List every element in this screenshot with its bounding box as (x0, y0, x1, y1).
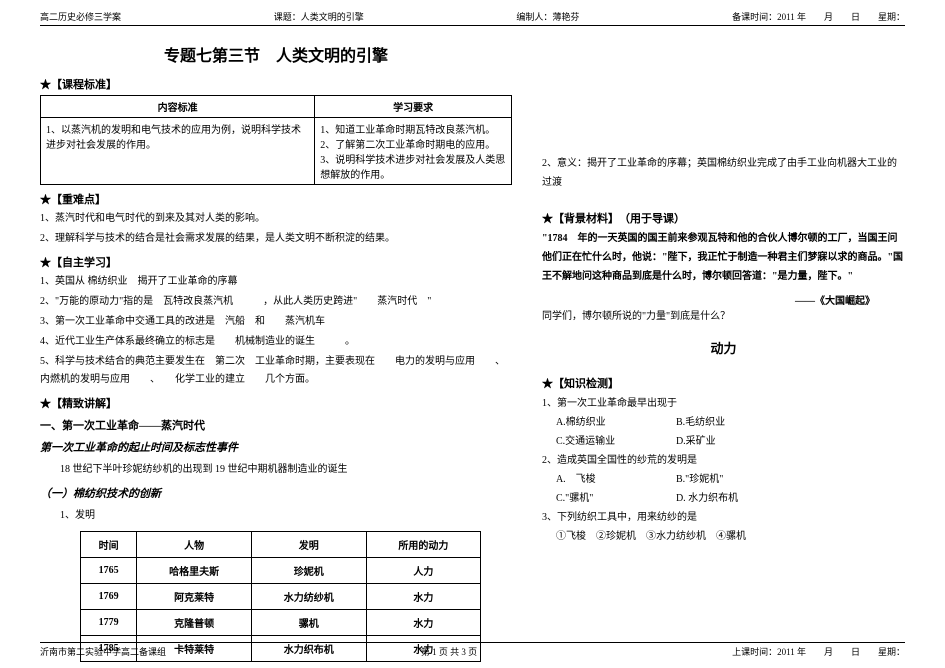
page-footer: 沂南市第二实验中学高二备课组 第 1 页 共 3 页 上课时间：2011 年 月… (40, 642, 905, 658)
content-columns: 专题七第三节 人类文明的引擎 ★【课程标准】 内容标准 学习要求 1、以蒸汽机的… (40, 34, 905, 624)
quiz-opt: B.毛纺织业 (676, 413, 796, 432)
selfstudy-4: 4、近代工业生产体系最终确立的标志是 机械制造业的诞生 。 (40, 333, 512, 351)
explain-line1: 18 世纪下半叶珍妮纺纱机的出现到 19 世纪中期机器制造业的诞生 (60, 461, 512, 479)
standards-cell-left: 1、以蒸汽机的发明和电气技术的应用为例，说明科学技术进步对社会发展的作用。 (41, 118, 315, 185)
explain-h1: 一、第一次工业革命——蒸汽时代 (40, 417, 512, 433)
cell: 珍妮机 (251, 558, 366, 584)
background-answer: 动力 (542, 338, 905, 357)
table-row: 1765 哈格里夫斯 珍妮机 人力 (81, 558, 481, 584)
header-mid1: 课题：人类文明的引擎 (274, 10, 364, 23)
explain-sub2: （一）棉纺织技术的创新 (40, 485, 512, 501)
cell: 人力 (366, 558, 481, 584)
cell: 水力 (366, 584, 481, 610)
page-header: 高二历史必修三学案 课题：人类文明的引擎 编制人：薄艳芬 备课时间：2011 年… (40, 10, 905, 26)
standards-head-right: 学习要求 (315, 96, 512, 118)
footer-left: 沂南市第二实验中学高二备课组 (40, 645, 166, 658)
selfstudy-3: 3、第一次工业革命中交通工具的改进是 汽船 和 蒸汽机车 (40, 313, 512, 331)
label-keypoints: ★【重难点】 (40, 191, 512, 207)
quiz-opt: C.交通运输业 (556, 432, 676, 451)
header-right: 备课时间：2011 年 月 日 星期： (732, 10, 905, 23)
standards-right-1: 1、知道工业革命时期瓦特改良蒸汽机。 (320, 121, 506, 136)
keypoint-1: 1、蒸汽时代和电气时代的到来及其对人类的影响。 (40, 210, 512, 228)
quiz-q1-options: A.棉纺织业 B.毛纺织业 C.交通运输业 D.采矿业 (556, 413, 905, 451)
standards-right-2: 2、了解第二次工业革命时期电的应用。 (320, 136, 506, 151)
quiz-q3: 3、下列纺织工具中，用来纺纱的是 (542, 508, 905, 527)
cell: 骡机 (251, 610, 366, 636)
cell: 阿克莱特 (137, 584, 252, 610)
header-left: 高二历史必修三学案 (40, 10, 121, 23)
footer-right: 上课时间：2011 年 月 日 星期： (732, 645, 905, 658)
table-row: 1769 阿克莱特 水力纺纱机 水力 (81, 584, 481, 610)
quiz-opt: C."骡机" (556, 489, 676, 508)
background-text: "1784 年的一天英国的国王前来参观瓦特和他的合伙人博尔顿的工厂，当国王问他们… (542, 229, 905, 286)
invent-h2: 发明 (251, 532, 366, 558)
quiz-opt: D. 水力织布机 (676, 489, 796, 508)
cell: 克隆普顿 (137, 610, 252, 636)
invent-h3: 所用的动力 (366, 532, 481, 558)
standards-right-3: 3、说明科学技术进步对社会发展及人类思想解放的作用。 (320, 151, 506, 181)
quiz-opt: A.棉纺织业 (556, 413, 676, 432)
selfstudy-5: 5、科学与技术结合的典范主要发生在 第二次 工业革命时期，主要表现在 电力的发明… (40, 353, 512, 389)
standards-head-left: 内容标准 (41, 96, 315, 118)
keypoint-2: 2、理解科学与技术的结合是社会需求发展的结果，是人类文明不断积淀的结果。 (40, 230, 512, 248)
quiz-opt: D.采矿业 (676, 432, 796, 451)
background-question: 同学们，博尔顿所说的"力量"到底是什么？ (542, 307, 905, 326)
cell: 1779 (81, 610, 137, 636)
standards-cell-right: 1、知道工业革命时期瓦特改良蒸汽机。 2、了解第二次工业革命时期电的应用。 3、… (315, 118, 512, 185)
quiz-opt: B."珍妮机" (676, 470, 796, 489)
invent-h1: 人物 (137, 532, 252, 558)
explain-sub1: 第一次工业革命的起止时间及标志性事件 (40, 439, 512, 455)
cell: 1765 (81, 558, 137, 584)
standards-table: 内容标准 学习要求 1、以蒸汽机的发明和电气技术的应用为例，说明科学技术进步对社… (40, 95, 512, 185)
label-standards: ★【课程标准】 (40, 76, 512, 92)
invent-h0: 时间 (81, 532, 137, 558)
table-row: 1779 克隆普顿 骡机 水力 (81, 610, 481, 636)
explain-sub3: 1、发明 (60, 507, 512, 525)
selfstudy-1: 1、英国从 棉纺织业 揭开了工业革命的序幕 (40, 273, 512, 291)
quiz-q2: 2、造成英国全国性的纱荒的发明是 (542, 451, 905, 470)
footer-mid: 第 1 页 共 3 页 (421, 645, 477, 658)
label-explain: ★【精致讲解】 (40, 395, 512, 411)
header-mid2: 编制人：薄艳芬 (516, 10, 579, 23)
right-column: 2、意义：揭开了工业革命的序幕；英国棉纺织业完成了由手工业向机器大工业的过渡 ★… (542, 34, 905, 624)
quiz-q3-opts: ①飞梭 ②珍妮机 ③水力纺纱机 ④骡机 (556, 527, 905, 546)
document-title: 专题七第三节 人类文明的引擎 (40, 42, 512, 66)
label-background: ★【背景材料】 （用于导课） (542, 210, 905, 226)
table-row: 时间 人物 发明 所用的动力 (81, 532, 481, 558)
quiz-opt: A. 飞梭 (556, 470, 676, 489)
label-quiz: ★【知识检测】 (542, 375, 905, 391)
left-column: 专题七第三节 人类文明的引擎 ★【课程标准】 内容标准 学习要求 1、以蒸汽机的… (40, 34, 512, 624)
cell: 哈格里夫斯 (137, 558, 252, 584)
cell: 水力 (366, 610, 481, 636)
label-selfstudy: ★【自主学习】 (40, 254, 512, 270)
selfstudy-2: 2、"万能的原动力"指的是 瓦特改良蒸汽机 ，从此人类历史跨进" 蒸汽时代 " (40, 293, 512, 311)
cell: 水力纺纱机 (251, 584, 366, 610)
cell: 1769 (81, 584, 137, 610)
quiz-q2-options: A. 飞梭 B."珍妮机" C."骡机" D. 水力织布机 (556, 470, 905, 508)
background-source: ——《大国崛起》 (542, 292, 875, 307)
meaning-text: 2、意义：揭开了工业革命的序幕；英国棉纺织业完成了由手工业向机器大工业的过渡 (542, 154, 905, 192)
quiz-q1: 1、第一次工业革命最早出现于 (542, 394, 905, 413)
